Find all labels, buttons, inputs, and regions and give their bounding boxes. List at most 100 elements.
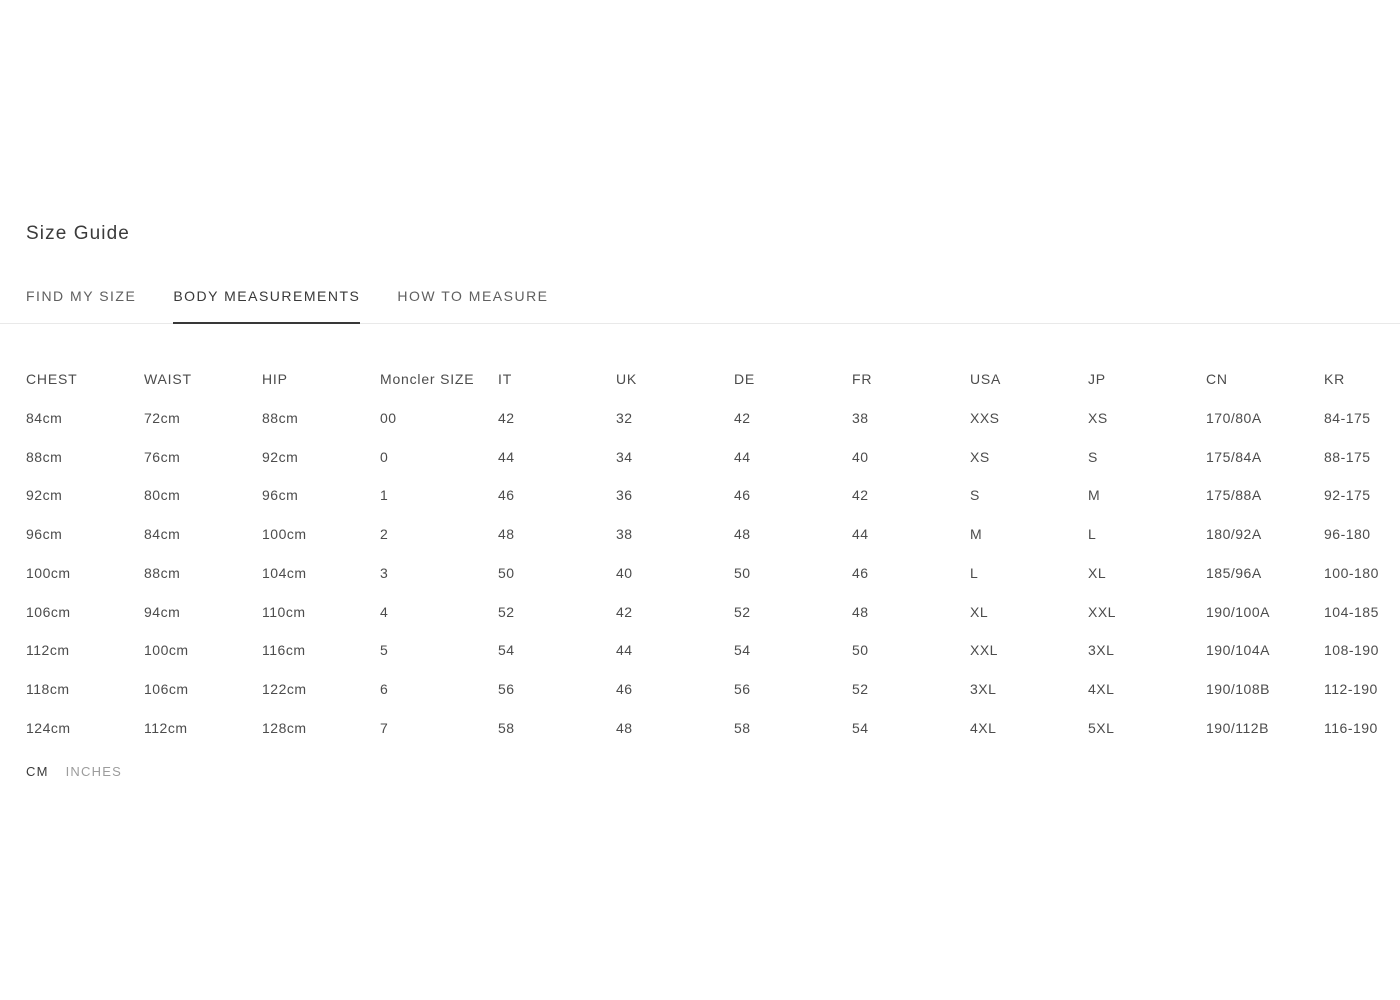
table-cell: 100cm [144,642,189,659]
table-cell: 1 [380,487,389,504]
unit-inches-button[interactable]: INCHES [65,764,122,780]
column-header: JP [1088,371,1106,388]
table-cell: 84-175 [1324,409,1371,426]
table-cell: 58 [498,719,515,736]
table-cell: 4 [380,603,389,620]
table-cell: 48 [498,526,515,543]
table-cell: 0 [380,448,389,465]
table-cell: 42 [852,487,869,504]
table-row: 118cm 106cm 122cm 6 56 46 56 52 3XL 4XL 190/108B 11… [26,670,1400,709]
table-header-row: CHEST WAIST HIP Moncler SIZE IT UK DE FR USA JP CN… [26,360,1400,399]
table-cell: 190/104A [1206,642,1270,659]
table-cell: XXS [970,409,1000,426]
table-cell: S [970,487,980,504]
table-cell: S [1088,448,1098,465]
table-cell: 42 [498,409,515,426]
table-cell: 80cm [144,487,181,504]
table-cell: XL [970,603,989,620]
table-cell: 56 [734,681,751,698]
table-cell: 6 [380,681,389,698]
table-cell: 104-185 [1324,603,1379,620]
column-header: IT [498,371,513,388]
table-cell: 96cm [262,487,299,504]
table-cell: XS [1088,409,1108,426]
table-cell: 44 [498,448,515,465]
unit-cm-button[interactable]: CM [26,764,49,780]
table-cell: 84cm [144,526,181,543]
table-row: 88cm 76cm 92cm 0 44 34 44 40 XS S 175/84A 88-175 [26,437,1400,476]
size-table-head: CHEST WAIST HIP Moncler SIZE IT UK DE FR USA JP CN… [26,360,1400,399]
table-cell: 122cm [262,681,307,698]
table-cell: 40 [616,564,633,581]
table-cell: 104cm [262,564,307,581]
size-guide-page: { "page": { "title": "Size Guide", "tabs… [0,223,1400,1000]
column-header: CN [1206,371,1228,388]
table-cell: 00 [380,409,397,426]
size-guide-tabbar: FIND MY SIZE BODY MEASUREMENTS HOW TO ME… [0,288,1400,324]
table-cell: 3XL [970,681,997,698]
table-cell: 110cm [262,603,306,620]
table-cell: 40 [852,448,869,465]
table-cell: 2 [380,526,389,543]
table-cell: 7 [380,719,389,736]
column-header: KR [1324,371,1346,388]
table-cell: 185/96A [1206,564,1262,581]
table-cell: 88cm [144,564,181,581]
table-cell: 36 [616,487,633,504]
table-cell: 48 [616,719,633,736]
table-cell: 118cm [26,681,70,698]
table-cell: 112cm [144,719,188,736]
table-cell: 52 [852,681,869,698]
table-cell: 100cm [262,526,307,543]
column-header: WAIST [144,371,192,388]
table-cell: 38 [852,409,869,426]
table-cell: 100-180 [1324,564,1379,581]
table-cell: 108-190 [1324,642,1379,659]
tab-how-to-measure[interactable]: HOW TO MEASURE [397,288,548,323]
table-row: 106cm 94cm 110cm 4 52 42 52 48 XL XXL 190/100A 104-… [26,592,1400,631]
column-header: Moncler SIZE [380,371,475,388]
table-cell: 44 [734,448,751,465]
table-cell: 92cm [26,487,63,504]
table-cell: 52 [734,603,751,620]
page-title: Size Guide [26,223,130,244]
table-cell: L [970,564,979,581]
table-cell: 50 [734,564,751,581]
table-cell: 128cm [262,719,307,736]
table-cell: 44 [852,526,869,543]
column-header: FR [852,371,873,388]
table-cell: 88-175 [1324,448,1371,465]
table-cell: 54 [498,642,515,659]
table-cell: 106cm [26,603,71,620]
tab-body-measurements[interactable]: BODY MEASUREMENTS [173,288,361,324]
table-row: 96cm 84cm 100cm 2 48 38 48 44 M L 180/92A 96-180 [26,515,1400,554]
table-cell: 175/84A [1206,448,1262,465]
table-cell: XS [970,448,990,465]
table-cell: 92-175 [1324,487,1371,504]
table-cell: M [1088,487,1101,504]
size-conversion-table: CHEST WAIST HIP Moncler SIZE IT UK DE FR USA JP CN… [26,360,1400,748]
table-cell: 106cm [144,681,189,698]
table-cell: 190/108B [1206,681,1270,698]
table-cell: 4XL [970,719,997,736]
table-cell: 42 [734,409,751,426]
table-cell: 180/92A [1206,526,1262,543]
table-cell: 48 [852,603,869,620]
table-cell: 92cm [262,448,299,465]
size-table-body: 84cm 72cm 88cm 00 42 32 42 38 XXS XS 170/80A 84-175… [26,399,1400,748]
table-cell: 84cm [26,409,63,426]
table-cell: 3 [380,564,389,581]
table-cell: XXL [970,642,998,659]
tab-find-my-size[interactable]: FIND MY SIZE [26,288,136,323]
table-row: 100cm 88cm 104cm 3 50 40 50 46 L XL 185/96A 100-180 [26,554,1400,593]
table-cell: 88cm [26,448,63,465]
table-row: 84cm 72cm 88cm 00 42 32 42 38 XXS XS 170/80A 84-175 [26,399,1400,438]
table-cell: 56 [498,681,515,698]
table-cell: 46 [852,564,869,581]
table-cell: 50 [852,642,869,659]
table-cell: 72cm [144,409,181,426]
table-cell: 96cm [26,526,63,543]
column-header: UK [616,371,638,388]
table-row: 92cm 80cm 96cm 1 46 36 46 42 S M 175/88A 92-175 [26,476,1400,515]
table-cell: 116cm [262,642,306,659]
